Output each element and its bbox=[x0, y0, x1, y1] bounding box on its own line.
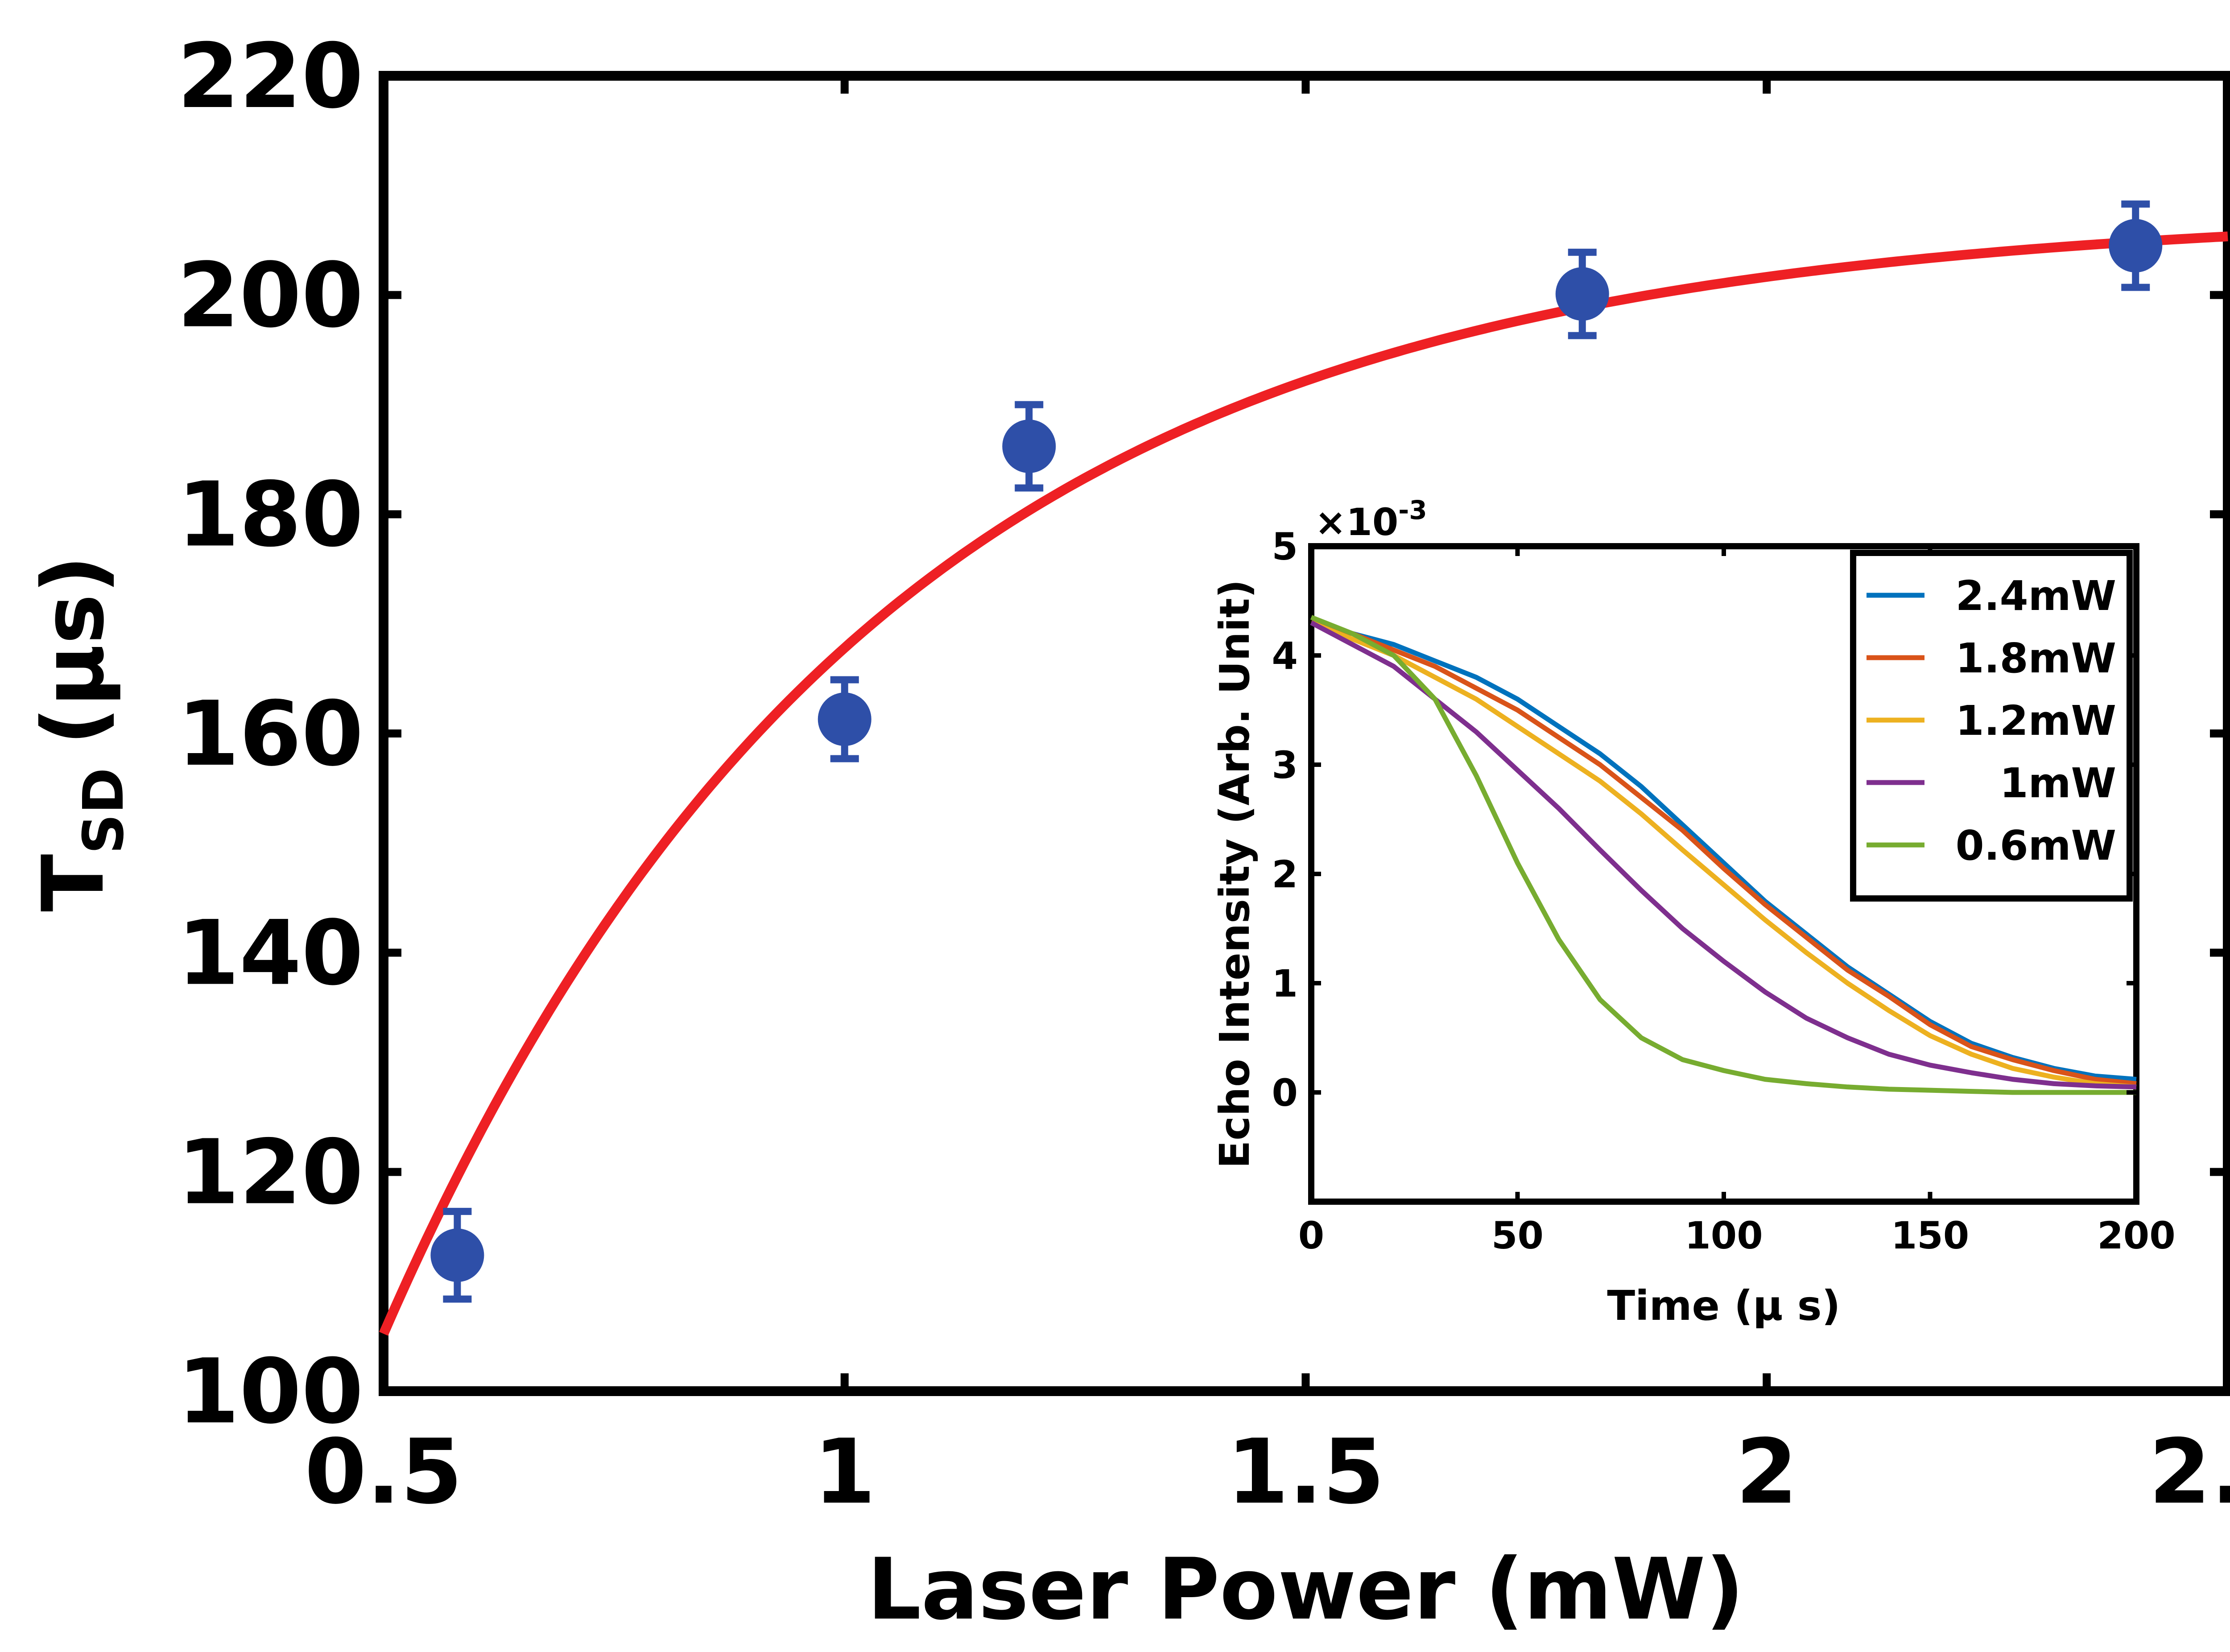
legend-entry: 2.4mW bbox=[1867, 572, 2116, 620]
data-marker bbox=[1555, 267, 1609, 321]
fit-curve-group bbox=[379, 231, 2228, 1336]
legend-label: 1.8mW bbox=[1956, 634, 2116, 682]
main-chart: 0.511.522.5100120140160180200220 Laser P… bbox=[24, 25, 2230, 1639]
x-tick-label: 0.5 bbox=[305, 1420, 463, 1524]
y-axis-title: TSD (μs) bbox=[24, 555, 136, 912]
data-point bbox=[2109, 200, 2163, 291]
legend-entry: 1.2mW bbox=[1867, 697, 2116, 745]
data-point bbox=[818, 676, 871, 762]
inset-x-tick-label: 100 bbox=[1685, 1214, 1763, 1257]
x-tick-label: 1 bbox=[814, 1420, 875, 1524]
legend-box bbox=[1850, 550, 2133, 902]
legend-label: 1.2mW bbox=[1956, 697, 2116, 745]
fit-curve bbox=[379, 231, 2228, 1336]
inset-chart: 0 50 100 150 200 0 1 2 3 4 5 ×10-3 Time (μ s) Echo… bbox=[1211, 495, 2176, 1330]
legend-label: 0.6mW bbox=[1956, 822, 2116, 869]
x-tick-label: 2 bbox=[1736, 1420, 1798, 1524]
inset-y-tick-label: 4 bbox=[1272, 634, 1298, 678]
svg-text:TSD(μs): TSD (μs) bbox=[24, 555, 136, 912]
data-points-group bbox=[430, 200, 2163, 1303]
inset-y-tick-label: 1 bbox=[1272, 962, 1298, 1005]
y-tick-label: 220 bbox=[178, 25, 363, 128]
y-tick-label: 200 bbox=[178, 244, 363, 348]
data-point bbox=[1002, 401, 1056, 492]
y-axis-title-subscript: SD bbox=[71, 768, 136, 854]
y-tick-label: 180 bbox=[178, 463, 363, 567]
y-tick-label: 160 bbox=[178, 682, 363, 786]
inset-y-tick-label: 5 bbox=[1272, 525, 1298, 569]
data-marker bbox=[1002, 419, 1056, 473]
inset-x-tick-label: 150 bbox=[1891, 1214, 1969, 1257]
inset-y-tick-label: 0 bbox=[1272, 1071, 1298, 1115]
data-marker bbox=[818, 692, 871, 746]
legend-entry: 1mW bbox=[1867, 759, 2116, 807]
inset-series-line bbox=[1310, 620, 2137, 1090]
legend-label: 1mW bbox=[2000, 759, 2116, 807]
x-tick-label: 1.5 bbox=[1226, 1420, 1384, 1524]
main-ticks-group: 0.511.522.5100120140160180200220 bbox=[178, 25, 2230, 1524]
legend-label: 2.4mW bbox=[1956, 572, 2116, 620]
inset-series-line bbox=[1310, 615, 2136, 1095]
inset-y-axis-title: Echo Intensity (Arb. Unit) bbox=[1211, 579, 1259, 1168]
inset-x-axis-title: Time (μ s) bbox=[1607, 1282, 1840, 1330]
inset-legend: 2.4mW 1.8mW 1.2mW 1mW 0.6mW bbox=[1850, 550, 2133, 902]
inset-y-tick-label: 2 bbox=[1272, 853, 1298, 896]
data-marker bbox=[430, 1228, 484, 1282]
inset-series-line bbox=[1310, 620, 2137, 1086]
x-axis-title: Laser Power (mW) bbox=[867, 1540, 1744, 1639]
y-axis-title-main: T bbox=[24, 854, 123, 912]
data-marker bbox=[2109, 219, 2163, 273]
inset-series-line bbox=[1310, 620, 2137, 1090]
inset-x-tick-label: 50 bbox=[1491, 1214, 1544, 1257]
inset-y-tick-label: 3 bbox=[1272, 743, 1298, 787]
inset-x-tick-label: 200 bbox=[2097, 1214, 2175, 1257]
legend-entry: 1.8mW bbox=[1867, 634, 2116, 682]
y-tick-label: 120 bbox=[178, 1121, 363, 1224]
y-tick-label: 100 bbox=[178, 1340, 363, 1444]
legend-entry: 0.6mW bbox=[1867, 822, 2116, 869]
x-tick-label: 2.5 bbox=[2149, 1420, 2230, 1524]
y-tick-label: 140 bbox=[178, 902, 363, 1005]
inset-series-group bbox=[1310, 615, 2137, 1095]
data-point bbox=[430, 1207, 484, 1303]
inset-axis-multiplier: ×10-3 bbox=[1315, 495, 1427, 544]
y-axis-title-unit: (μs) bbox=[24, 555, 123, 746]
inset-x-tick-label: 0 bbox=[1298, 1214, 1324, 1257]
data-point bbox=[1555, 248, 1609, 339]
